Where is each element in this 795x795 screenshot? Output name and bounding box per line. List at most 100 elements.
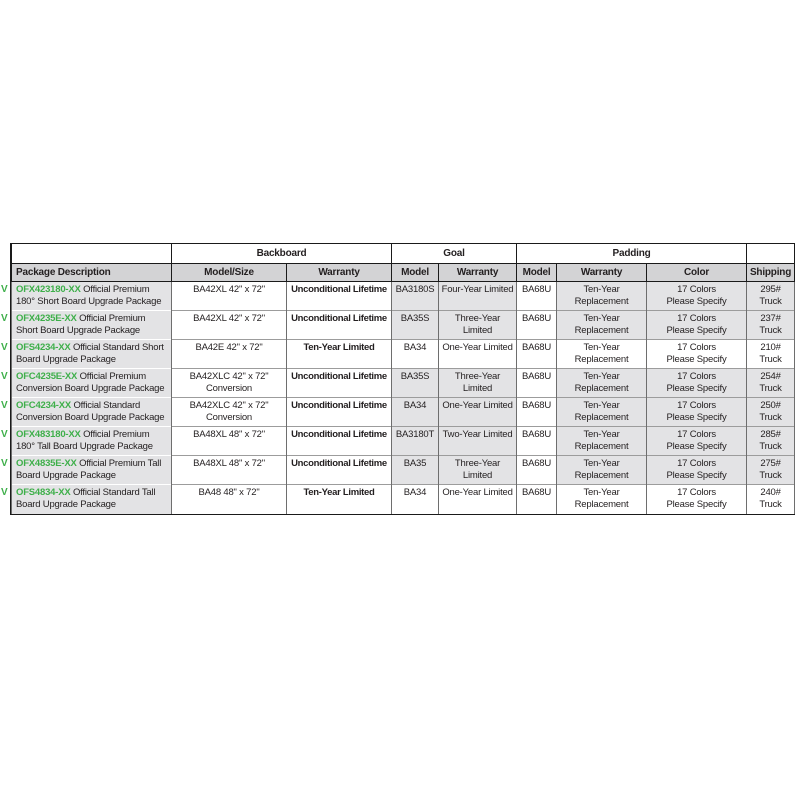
cell-backboard-warranty: Unconditional Lifetime	[285, 310, 393, 340]
cell-package-description: OFC4235E-XX Official Premium Conversion …	[11, 368, 172, 398]
cell-backboard-warranty: Unconditional Lifetime	[285, 426, 393, 456]
cell-backboard-model-size: BA48 48" x 72"	[171, 484, 287, 514]
table-row: OFX4235E-XX Official Premium Short Board…	[11, 310, 795, 340]
column-header-row: Package Description Model/Size Warranty Mod…	[11, 263, 795, 282]
table-row: OFX423180-XX Official Premium 180° Short…	[11, 281, 795, 311]
cell-value: BA34	[403, 487, 427, 498]
part-number: OFS4834-XX	[16, 487, 71, 498]
cell-goal-warranty: Four-Year Limited	[438, 281, 518, 311]
cell-value: BA35S	[400, 313, 430, 324]
cell-value: BA48XL 48" x 72"	[193, 429, 265, 440]
cell-backboard-warranty: Ten-Year Limited	[285, 339, 393, 369]
cell-padding-warranty: Ten-Year Replacement	[556, 455, 648, 485]
cell-value: 237# Truck	[759, 313, 782, 336]
part-number: OFC4234-XX	[16, 400, 72, 411]
cell-value: BA68U	[521, 458, 552, 469]
cell-backboard-model-size: BA48XL 48" x 72"	[171, 426, 287, 456]
cell-value: Ten-Year Replacement	[574, 284, 629, 307]
cell-goal-model: BA34	[391, 339, 440, 369]
column-header-backboard-model-size: Model/Size	[171, 263, 287, 282]
row-marker: V	[1, 313, 8, 324]
row-marker: V	[1, 429, 8, 440]
cell-shipping: 254# Truck	[746, 368, 795, 398]
cell-padding-warranty: Ten-Year Replacement	[556, 397, 648, 427]
column-header-padding-color: Color	[646, 263, 748, 282]
cell-value: Unconditional Lifetime	[291, 458, 387, 469]
cell-value: 240# Truck	[759, 487, 782, 510]
cell-value: Two-Year Limited	[442, 429, 513, 440]
cell-value: Ten-Year Limited	[303, 487, 375, 498]
cell-value: Unconditional Lifetime	[291, 313, 387, 324]
cell-backboard-warranty: Ten-Year Limited	[285, 484, 393, 514]
cell-value: BA42XL 42" x 72"	[193, 284, 265, 295]
cell-backboard-model-size: BA42XLC 42" x 72" Conversion	[171, 397, 287, 427]
cell-value: 295# Truck	[759, 284, 782, 307]
part-number: OFC4235E-XX	[16, 371, 78, 382]
cell-value: BA48XL 48" x 72"	[193, 458, 265, 469]
group-header-row: Backboard Goal Padding	[11, 244, 795, 264]
cell-goal-model: BA34	[391, 484, 440, 514]
cell-value: 17 Colors Please Specify	[666, 313, 727, 336]
cell-value: BA68U	[521, 429, 552, 440]
cell-goal-model: BA34	[391, 397, 440, 427]
cell-value: 17 Colors Please Specify	[666, 487, 727, 510]
cell-backboard-model-size: BA48XL 48" x 72"	[171, 455, 287, 485]
cell-value: 17 Colors Please Specify	[666, 429, 727, 452]
cell-goal-model: BA35S	[391, 368, 440, 398]
cell-value: BA35	[403, 458, 427, 469]
cell-padding-model: BA68U	[516, 310, 558, 340]
cell-padding-model: BA68U	[516, 484, 558, 514]
cell-padding-warranty: Ten-Year Replacement	[556, 310, 648, 340]
packages-table-wrap: Backboard Goal Padding Package Description…	[1, 243, 795, 515]
cell-shipping: 240# Truck	[746, 484, 795, 514]
cell-padding-model: BA68U	[516, 281, 558, 311]
cell-padding-warranty: Ten-Year Replacement	[556, 281, 648, 311]
cell-value: Ten-Year Replacement	[574, 429, 629, 452]
cell-padding-color: 17 Colors Please Specify	[646, 281, 748, 311]
cell-goal-warranty: One-Year Limited	[438, 484, 518, 514]
cell-padding-model: BA68U	[516, 368, 558, 398]
cell-value: Ten-Year Limited	[303, 342, 375, 353]
part-number: OFX4835E-XX	[16, 458, 77, 469]
cell-backboard-warranty: Unconditional Lifetime	[285, 397, 393, 427]
cell-shipping: 285# Truck	[746, 426, 795, 456]
cell-shipping: 275# Truck	[746, 455, 795, 485]
cell-value: Ten-Year Replacement	[574, 371, 629, 394]
cell-padding-warranty: Ten-Year Replacement	[556, 426, 648, 456]
cell-value: Unconditional Lifetime	[291, 429, 387, 440]
cell-padding-color: 17 Colors Please Specify	[646, 310, 748, 340]
cell-value: Unconditional Lifetime	[291, 284, 387, 295]
cell-padding-warranty: Ten-Year Replacement	[556, 484, 648, 514]
cell-padding-color: 17 Colors Please Specify	[646, 455, 748, 485]
cell-value: Ten-Year Replacement	[574, 342, 629, 365]
column-header-backboard-warranty: Warranty	[285, 263, 393, 282]
cell-value: BA42XLC 42" x 72" Conversion	[189, 400, 269, 423]
cell-value: Ten-Year Replacement	[574, 487, 629, 510]
cell-package-description: OFX4835E-XX Official Premium Tall Board …	[11, 455, 172, 485]
cell-value: BA68U	[521, 342, 552, 353]
cell-value: Three-Year Limited	[454, 458, 501, 481]
table-row: OFS4234-XX Official Standard Short Board…	[11, 339, 795, 369]
row-marker: V	[1, 284, 8, 295]
column-header-goal-warranty: Warranty	[438, 263, 518, 282]
cell-goal-model: BA3180T	[391, 426, 440, 456]
cell-value: BA68U	[521, 284, 552, 295]
cell-value: Four-Year Limited	[441, 284, 514, 295]
cell-padding-model: BA68U	[516, 397, 558, 427]
cell-goal-model: BA35S	[391, 310, 440, 340]
cell-value: 17 Colors Please Specify	[666, 284, 727, 307]
row-marker: V	[1, 400, 8, 411]
cell-value: Ten-Year Replacement	[574, 400, 629, 423]
column-header-shipping: Shipping	[746, 263, 795, 282]
cell-package-description: OFC4234-XX Official Standard Conversion …	[11, 397, 172, 427]
cell-backboard-model-size: BA42XLC 42" x 72" Conversion	[171, 368, 287, 398]
cell-value: BA48 48" x 72"	[198, 487, 260, 498]
table-row: OFS4834-XX Official Standard Tall Board …	[11, 484, 795, 514]
cell-padding-model: BA68U	[516, 455, 558, 485]
cell-goal-warranty: Three-Year Limited	[438, 455, 518, 485]
cell-value: BA3180S	[395, 284, 435, 295]
cell-package-description: OFX423180-XX Official Premium 180° Short…	[11, 281, 172, 311]
group-header-backboard: Backboard	[170, 244, 393, 264]
group-header-blank-left	[11, 244, 172, 264]
cell-value: 285# Truck	[759, 429, 782, 452]
